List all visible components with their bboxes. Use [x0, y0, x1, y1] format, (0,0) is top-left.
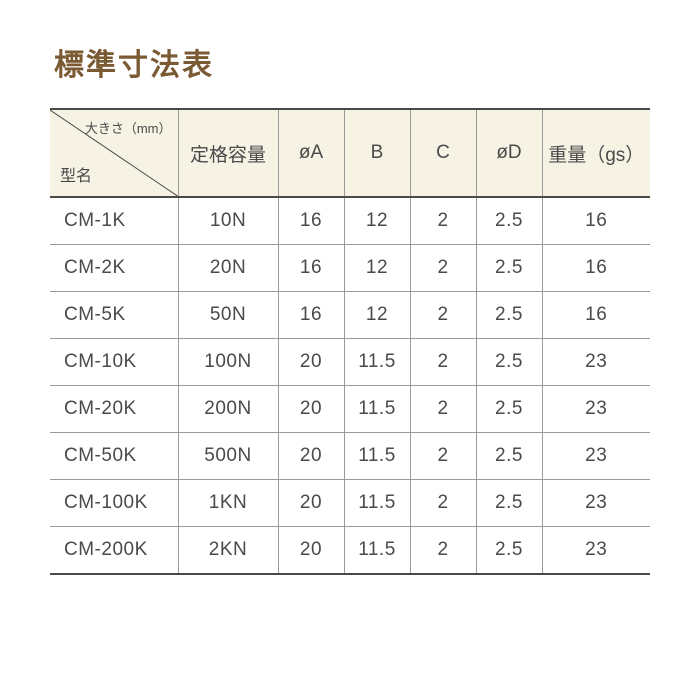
data-cell: 16 — [278, 292, 344, 339]
model-cell: CM-2K — [50, 245, 178, 292]
data-cell: 10N — [178, 197, 278, 245]
table-row: CM-50K500N2011.522.523 — [50, 433, 650, 480]
table-row: CM-1K10N161222.516 — [50, 197, 650, 245]
data-cell: 12 — [344, 245, 410, 292]
table-row: CM-2K20N161222.516 — [50, 245, 650, 292]
data-cell: 11.5 — [344, 339, 410, 386]
data-cell: 2 — [410, 197, 476, 245]
data-cell: 20 — [278, 480, 344, 527]
col-header: 定格容量 — [178, 109, 278, 197]
data-cell: 20 — [278, 527, 344, 575]
diag-top-label: 大きさ（mm） — [85, 118, 172, 137]
data-cell: 2.5 — [476, 292, 542, 339]
col-header: C — [410, 109, 476, 197]
data-cell: 11.5 — [344, 386, 410, 433]
model-cell: CM-10K — [50, 339, 178, 386]
data-cell: 50N — [178, 292, 278, 339]
data-cell: 11.5 — [344, 433, 410, 480]
data-cell: 100N — [178, 339, 278, 386]
table-row: CM-5K50N161222.516 — [50, 292, 650, 339]
model-cell: CM-200K — [50, 527, 178, 575]
data-cell: 23 — [542, 386, 650, 433]
data-cell: 16 — [542, 245, 650, 292]
table-row: CM-10K100N2011.522.523 — [50, 339, 650, 386]
table-row: CM-20K200N2011.522.523 — [50, 386, 650, 433]
col-header: B — [344, 109, 410, 197]
data-cell: 2 — [410, 339, 476, 386]
table-body: CM-1K10N161222.516CM-2K20N161222.516CM-5… — [50, 197, 650, 574]
model-cell: CM-100K — [50, 480, 178, 527]
data-cell: 20 — [278, 386, 344, 433]
diag-bottom-label: 型名 — [60, 162, 92, 186]
table-header-row: 大きさ（mm） 型名 定格容量 øA B C øD 重量（gs） — [50, 109, 650, 197]
page: 標準寸法表 大きさ（mm） 型名 定格容量 øA B C øD 重量（gs） — [0, 0, 700, 575]
page-title: 標準寸法表 — [54, 40, 650, 84]
data-cell: 2.5 — [476, 339, 542, 386]
spec-table: 大きさ（mm） 型名 定格容量 øA B C øD 重量（gs） CM-1K10… — [50, 108, 650, 575]
data-cell: 1KN — [178, 480, 278, 527]
data-cell: 12 — [344, 197, 410, 245]
data-cell: 23 — [542, 480, 650, 527]
diagonal-header-cell: 大きさ（mm） 型名 — [50, 109, 178, 197]
data-cell: 2.5 — [476, 386, 542, 433]
data-cell: 11.5 — [344, 480, 410, 527]
col-header: øA — [278, 109, 344, 197]
data-cell: 16 — [542, 292, 650, 339]
data-cell: 20N — [178, 245, 278, 292]
data-cell: 2KN — [178, 527, 278, 575]
data-cell: 23 — [542, 433, 650, 480]
data-cell: 12 — [344, 292, 410, 339]
data-cell: 2 — [410, 527, 476, 575]
table-row: CM-100K1KN2011.522.523 — [50, 480, 650, 527]
col-header: 重量（gs） — [542, 109, 650, 197]
data-cell: 2 — [410, 292, 476, 339]
data-cell: 23 — [542, 527, 650, 575]
data-cell: 16 — [278, 245, 344, 292]
data-cell: 23 — [542, 339, 650, 386]
model-cell: CM-50K — [50, 433, 178, 480]
data-cell: 2 — [410, 433, 476, 480]
data-cell: 200N — [178, 386, 278, 433]
col-header: øD — [476, 109, 542, 197]
data-cell: 500N — [178, 433, 278, 480]
data-cell: 2.5 — [476, 433, 542, 480]
data-cell: 2.5 — [476, 197, 542, 245]
data-cell: 2.5 — [476, 527, 542, 575]
data-cell: 20 — [278, 433, 344, 480]
data-cell: 16 — [542, 197, 650, 245]
data-cell: 2 — [410, 386, 476, 433]
data-cell: 2.5 — [476, 480, 542, 527]
data-cell: 2.5 — [476, 245, 542, 292]
data-cell: 16 — [278, 197, 344, 245]
data-cell: 2 — [410, 480, 476, 527]
model-cell: CM-20K — [50, 386, 178, 433]
model-cell: CM-1K — [50, 197, 178, 245]
table-row: CM-200K2KN2011.522.523 — [50, 527, 650, 575]
model-cell: CM-5K — [50, 292, 178, 339]
data-cell: 11.5 — [344, 527, 410, 575]
data-cell: 20 — [278, 339, 344, 386]
data-cell: 2 — [410, 245, 476, 292]
